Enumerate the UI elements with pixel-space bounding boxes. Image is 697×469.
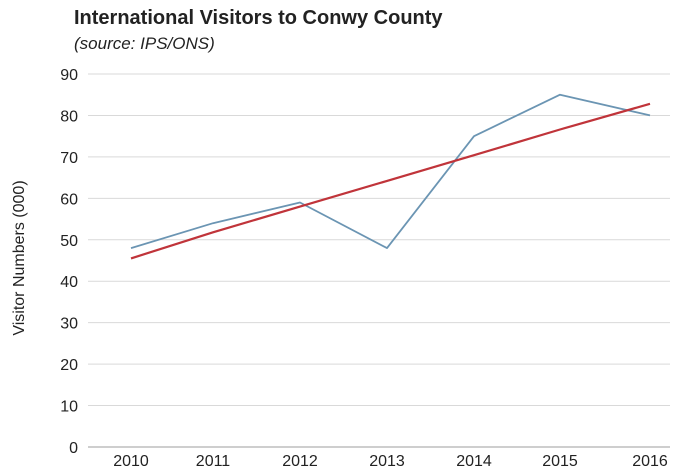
x-tick-label: 2012 xyxy=(282,453,318,469)
x-axis-ticks: 2010 2011 2012 2013 2014 2015 2016 xyxy=(113,453,668,469)
y-tick-label: 70 xyxy=(60,150,78,167)
x-tick-label: 2015 xyxy=(542,453,578,469)
y-tick-label: 10 xyxy=(60,399,78,416)
y-tick-label: 30 xyxy=(60,316,78,333)
series-line-0 xyxy=(130,93,651,250)
x-tick-label: 2011 xyxy=(196,453,231,469)
x-tick-label: 2016 xyxy=(632,453,668,469)
chart-subtitle: (source: IPS/ONS) xyxy=(74,34,215,53)
x-tick-label: 2010 xyxy=(113,453,149,469)
series-line-1 xyxy=(130,102,651,260)
y-tick-label: 50 xyxy=(60,233,78,250)
y-tick-label: 0 xyxy=(69,440,78,457)
y-axis-label: Visitor Numbers (000) xyxy=(11,180,28,335)
y-tick-label: 90 xyxy=(60,67,78,84)
y-axis-ticks: 0 10 20 30 40 50 60 70 80 90 xyxy=(60,67,78,457)
y-tick-label: 80 xyxy=(60,108,78,125)
gridlines xyxy=(88,73,670,448)
chart-title: International Visitors to Conwy County xyxy=(74,7,443,29)
y-tick-label: 40 xyxy=(60,274,78,291)
y-tick-label: 20 xyxy=(60,357,78,374)
x-tick-label: 2013 xyxy=(369,453,405,469)
x-tick-label: 2014 xyxy=(456,453,492,469)
series-lines xyxy=(130,93,651,260)
y-tick-label: 60 xyxy=(60,191,78,208)
